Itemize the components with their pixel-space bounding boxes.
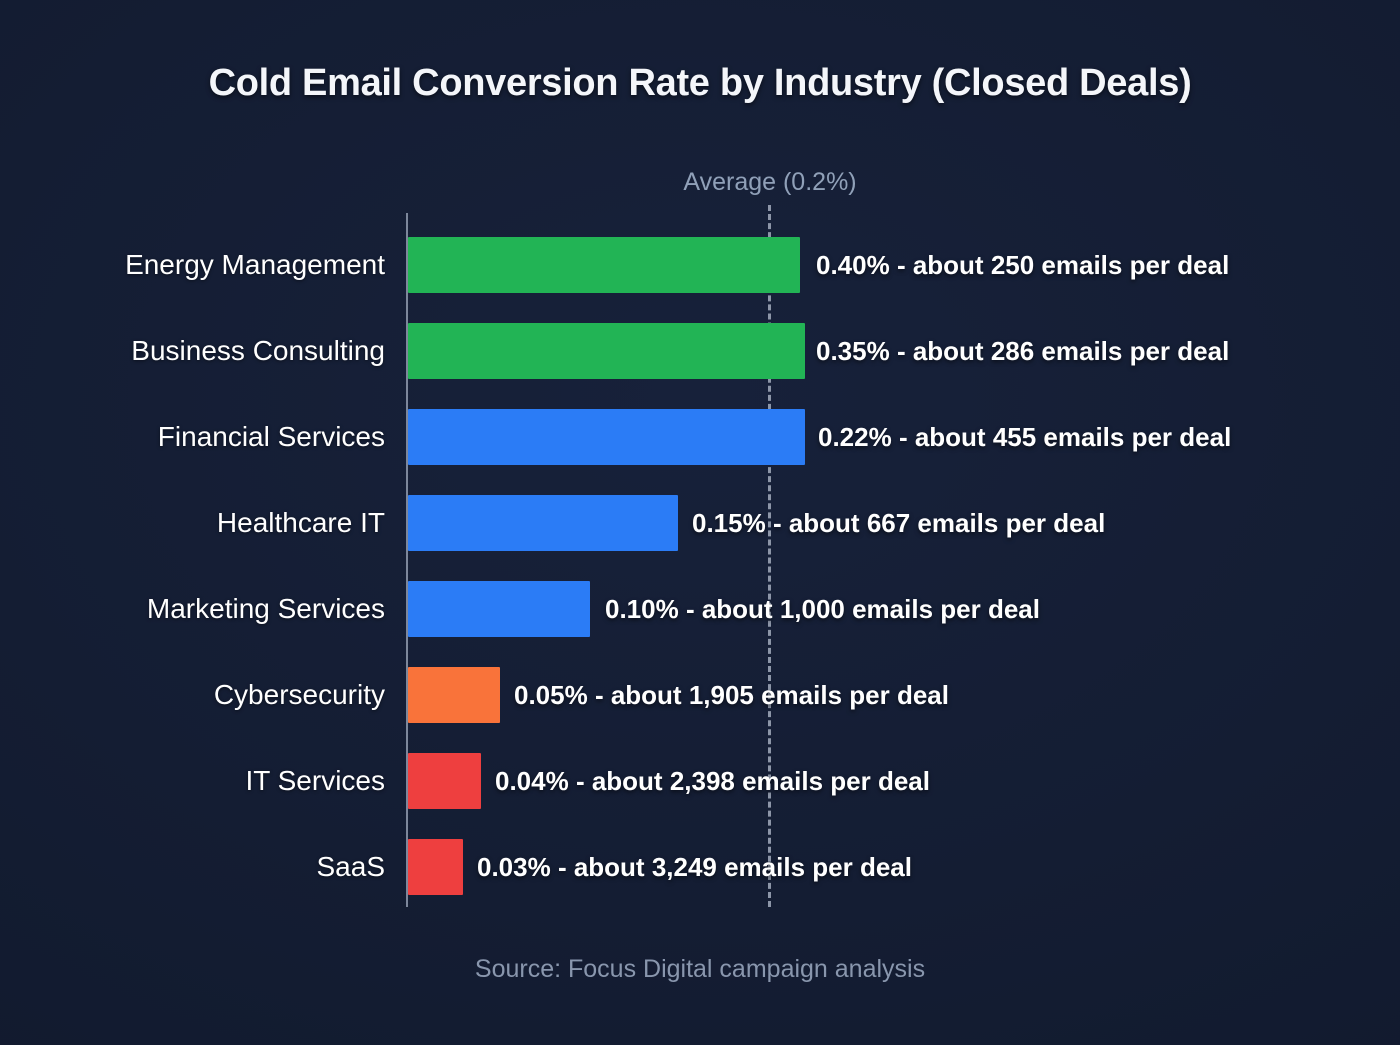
bar-value-label: 0.35% - about 286 emails per deal: [816, 336, 1230, 366]
bar[interactable]: [408, 237, 800, 293]
category-label: Healthcare IT: [216, 507, 385, 538]
bar-value-label: 0.40% - about 250 emails per deal: [816, 250, 1230, 280]
category-label: Cybersecurity: [213, 679, 385, 710]
bar-value-label: 0.15% - about 667 emails per deal: [692, 508, 1106, 538]
bar[interactable]: [408, 409, 805, 465]
bar-row: IT Services 0.04% - about 2,398 emails p…: [0, 738, 1400, 824]
bar-value-label: 0.04% - about 2,398 emails per deal: [495, 766, 930, 796]
category-label: Financial Services: [157, 421, 385, 452]
category-label: IT Services: [245, 765, 385, 796]
bar[interactable]: [408, 581, 590, 637]
category-label: Business Consulting: [131, 335, 385, 366]
y-axis-spine: [406, 213, 408, 907]
category-label: Energy Management: [125, 249, 385, 280]
category-label: SaaS: [316, 851, 386, 882]
bar-value-label: 0.03% - about 3,249 emails per deal: [477, 852, 912, 882]
bar-row: Healthcare IT 0.15% - about 667 emails p…: [0, 480, 1400, 566]
bar[interactable]: [408, 323, 805, 379]
bar-row: Financial Services 0.22% - about 455 ema…: [0, 394, 1400, 480]
bar-value-label: 0.22% - about 455 emails per deal: [818, 422, 1232, 452]
average-reference-line: [768, 205, 771, 907]
bar-row: SaaS 0.03% - about 3,249 emails per deal: [0, 824, 1400, 910]
bar-row: Business Consulting 0.35% - about 286 em…: [0, 308, 1400, 394]
category-label: Marketing Services: [146, 593, 385, 624]
bar[interactable]: [408, 753, 481, 809]
bar-row: Cybersecurity 0.05% - about 1,905 emails…: [0, 652, 1400, 738]
bar[interactable]: [408, 667, 500, 723]
page-title: Cold Email Conversion Rate by Industry (…: [208, 62, 1192, 104]
bar-value-label: 0.05% - about 1,905 emails per deal: [514, 680, 949, 710]
bar-row: Marketing Services 0.10% - about 1,000 e…: [0, 566, 1400, 652]
source-note: Source: Focus Digital campaign analysis: [474, 955, 926, 983]
bar-value-label: 0.10% - about 1,000 emails per deal: [605, 594, 1040, 624]
bar[interactable]: [408, 495, 678, 551]
bar[interactable]: [408, 839, 463, 895]
average-line-label: Average (0.2%): [683, 168, 857, 196]
bar-row: Energy Management 0.40% - about 250 emai…: [0, 222, 1400, 308]
